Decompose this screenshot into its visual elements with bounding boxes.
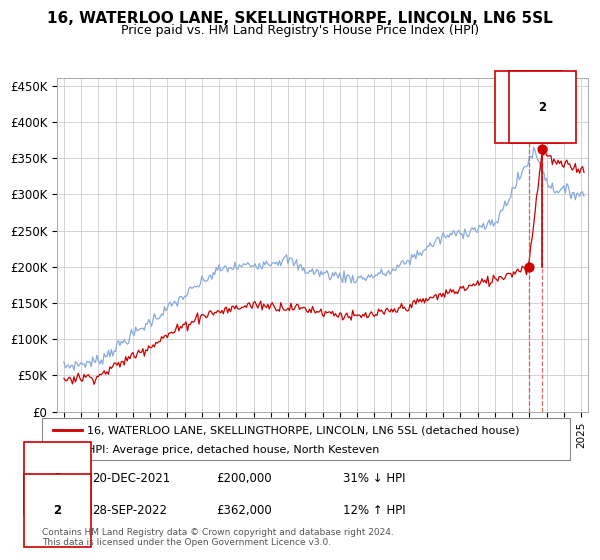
Text: 2: 2 [538,101,546,114]
Text: 28-SEP-2022: 28-SEP-2022 [92,504,167,517]
Point [538,145,547,154]
Text: 16, WATERLOO LANE, SKELLINGTHORPE, LINCOLN, LN6 5SL (detached house): 16, WATERLOO LANE, SKELLINGTHORPE, LINCO… [87,425,520,435]
Text: HPI: Average price, detached house, North Kesteven: HPI: Average price, detached house, Nort… [87,445,379,455]
Text: 31% ↓ HPI: 31% ↓ HPI [343,472,406,485]
Text: 1: 1 [53,472,62,485]
Text: £362,000: £362,000 [216,504,272,517]
Text: Price paid vs. HM Land Registry's House Price Index (HPI): Price paid vs. HM Land Registry's House … [121,24,479,36]
FancyBboxPatch shape [42,418,570,460]
Text: 2: 2 [53,504,62,517]
Text: 1: 1 [524,101,533,114]
Text: 16, WATERLOO LANE, SKELLINGTHORPE, LINCOLN, LN6 5SL: 16, WATERLOO LANE, SKELLINGTHORPE, LINCO… [47,11,553,26]
Text: 12% ↑ HPI: 12% ↑ HPI [343,504,406,517]
Text: £200,000: £200,000 [216,472,272,485]
Text: 20-DEC-2021: 20-DEC-2021 [92,472,170,485]
Point [524,262,533,271]
Text: Contains HM Land Registry data © Crown copyright and database right 2024.
This d: Contains HM Land Registry data © Crown c… [42,528,394,547]
